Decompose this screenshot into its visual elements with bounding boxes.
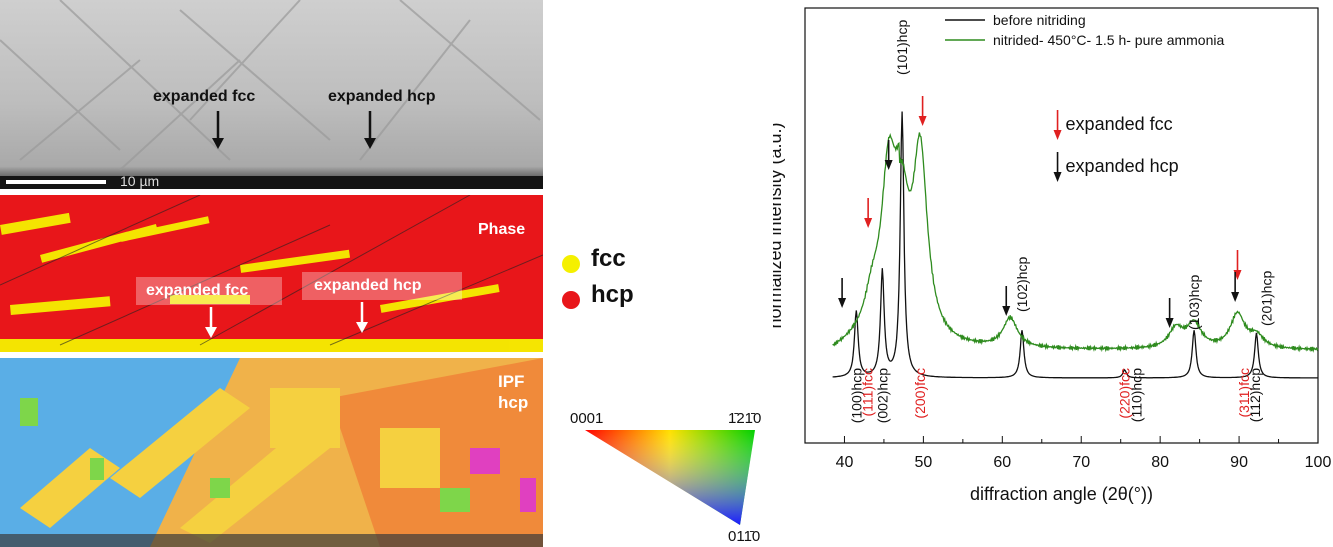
arrow-expanded-fcc-head (918, 116, 927, 126)
peak-label-bottom: (112)hcp (1247, 368, 1263, 422)
arrow-legend-marker-1-head (1053, 172, 1062, 182)
x-tick-label: 90 (1230, 454, 1248, 471)
peak-label-bottom: (002)hcp (874, 368, 890, 423)
phase-label-box-hcp (302, 272, 462, 300)
legend-hcp-label: hcp (591, 281, 634, 308)
x-tick-label: 100 (1305, 454, 1332, 471)
x-tick-label: 60 (993, 454, 1011, 471)
sem-micrograph: expanded fcc expanded hcp 10 µm (0, 0, 543, 189)
phase-map: Phase expanded fcc expanded hcp (0, 195, 543, 352)
ipf-corner-12-10: 1̄21̄0 (728, 410, 762, 427)
peak-label-bottom: (111)fcc (859, 368, 875, 417)
x-tick-label: 50 (914, 454, 932, 471)
peak-label-top: (201)hcp (1259, 271, 1275, 326)
x-tick-label: 40 (836, 454, 854, 471)
ipf-corner-01-10: 011̄0 (728, 528, 761, 545)
arrow-expanded-fcc-head (864, 218, 873, 228)
ipf-map: IPF hcp (0, 358, 543, 547)
ipf-corner-0001: 0001 (570, 410, 604, 427)
arrow-expanded-hcp-head (1231, 292, 1240, 302)
series-nitrided (832, 132, 1319, 353)
phase-label-expanded-hcp: expanded hcp (314, 277, 422, 294)
peak-label-bottom: (200)fcc (912, 368, 928, 419)
x-axis-label: diffraction angle (2θ(°)) (970, 484, 1153, 504)
peak-label-top: (103)hcp (1186, 275, 1202, 330)
arrow-expanded-hcp-head (884, 160, 893, 170)
series-before-nitriding (832, 111, 1318, 379)
plot-frame-box (804, 7, 1319, 444)
x-tick-label: 80 (1151, 454, 1169, 471)
scalebar-label: 10 µm (120, 173, 160, 189)
phase-map-title: Phase (478, 221, 526, 238)
arrow-legend-label-1: expanded hcp (1066, 156, 1179, 176)
sem-texture (0, 0, 543, 189)
ipf-map-title-line2: hcp (498, 393, 529, 412)
phase-label-expanded-fcc: expanded fcc (146, 282, 249, 299)
arrow-expanded-hcp-head (838, 298, 847, 308)
legend-label-1: nitrided- 450°C- 1.5 h- pure ammonia (993, 32, 1224, 48)
sem-arrows (6, 111, 376, 184)
arrow-expanded-hcp-head (1165, 318, 1174, 328)
xrd-chart: 40 50 60 70 80 90 100 diffraction angle (2θ(°))… (773, 7, 1332, 504)
arrow-legend-label-0: expanded fcc (1066, 114, 1173, 134)
sem-label-expanded-fcc: expanded fcc (153, 88, 256, 105)
peak-label-top: (101)hcp (894, 20, 910, 75)
legend-fcc-label: fcc (591, 245, 626, 272)
phase-arrows (205, 302, 368, 338)
arrow-legend-marker-0-head (1053, 130, 1062, 140)
peak-label-bottom: (311)fcc (1236, 368, 1252, 418)
peak-label-bottom: (220)fcc (1117, 368, 1133, 419)
peak-label-bottom: (100)hcp (848, 368, 864, 423)
y-axis-label: normalized intensity (a.u.) (773, 122, 785, 328)
legend-label-0: before nitriding (993, 12, 1086, 28)
ipf-map-texture (0, 358, 543, 547)
ipf-map-title-line1: IPF (498, 372, 525, 391)
phase-label-box-fcc (136, 277, 282, 305)
sem-label-expanded-hcp: expanded hcp (328, 88, 436, 105)
peak-label-bottom: (110)hcp (1128, 368, 1144, 422)
x-tick-label: 70 (1072, 454, 1090, 471)
peak-label-top: (102)hcp (1014, 257, 1030, 312)
legend-hcp-swatch (562, 291, 580, 309)
legend-fcc-swatch (562, 255, 580, 273)
ipf-color-triangle (585, 430, 755, 525)
phase-map-texture (0, 195, 543, 352)
arrow-expanded-hcp-head (1002, 306, 1011, 316)
